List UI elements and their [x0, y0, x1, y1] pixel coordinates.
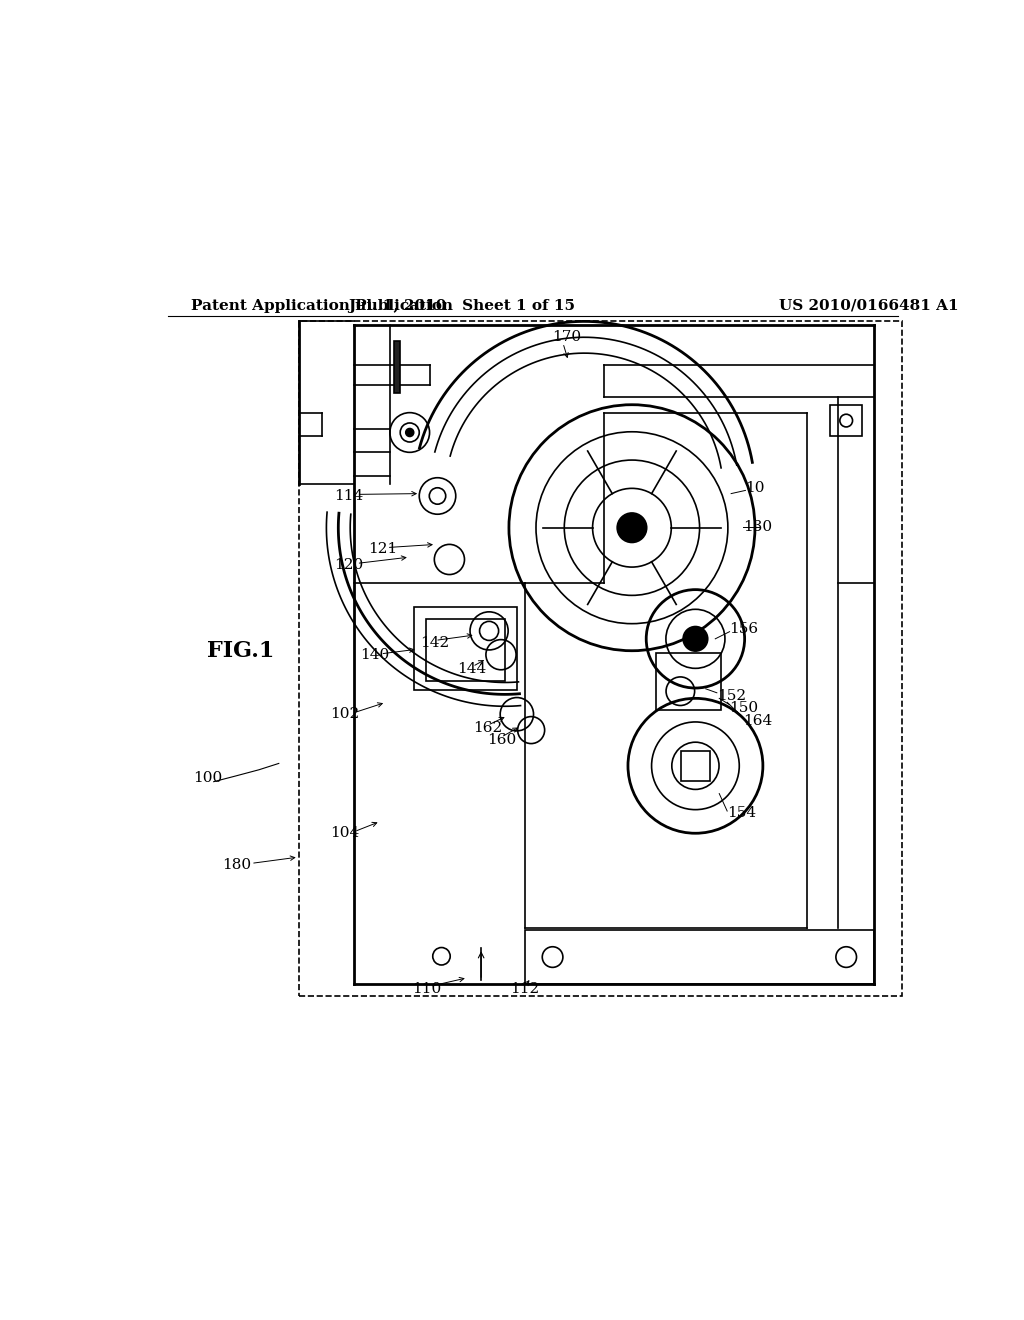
Text: 100: 100 [194, 771, 222, 784]
Text: 150: 150 [729, 701, 759, 715]
Text: 142: 142 [420, 636, 450, 649]
Bar [299, 321, 902, 997]
Text: FIG.1: FIG.1 [207, 640, 274, 661]
Text: 102: 102 [331, 708, 359, 721]
Text: 154: 154 [727, 807, 757, 821]
Circle shape [406, 429, 414, 437]
Text: 180: 180 [221, 858, 251, 873]
Text: 120: 120 [334, 558, 364, 572]
Text: 104: 104 [331, 826, 359, 841]
Bar [830, 405, 862, 437]
Text: 152: 152 [717, 689, 745, 704]
Text: 160: 160 [486, 733, 516, 747]
Bar [394, 342, 400, 393]
Bar [426, 619, 505, 681]
Text: 112: 112 [511, 982, 540, 995]
Circle shape [617, 513, 647, 543]
Text: 130: 130 [743, 520, 772, 533]
Circle shape [683, 627, 708, 651]
Bar [681, 751, 711, 780]
Text: Jul. 1, 2010   Sheet 1 of 15: Jul. 1, 2010 Sheet 1 of 15 [348, 298, 574, 313]
Bar [655, 653, 721, 710]
Text: 110: 110 [412, 982, 441, 995]
Bar [414, 607, 517, 690]
Text: 156: 156 [729, 622, 759, 635]
Text: US 2010/0166481 A1: US 2010/0166481 A1 [778, 298, 958, 313]
Text: 10: 10 [745, 480, 765, 495]
Text: 164: 164 [743, 714, 772, 727]
Bar [524, 931, 873, 983]
Text: 121: 121 [368, 543, 397, 556]
Text: 144: 144 [458, 663, 486, 676]
Text: 140: 140 [359, 648, 389, 663]
Text: 162: 162 [473, 721, 503, 735]
Text: 114: 114 [334, 488, 364, 503]
Text: 170: 170 [553, 330, 582, 345]
Text: Patent Application Publication: Patent Application Publication [191, 298, 454, 313]
